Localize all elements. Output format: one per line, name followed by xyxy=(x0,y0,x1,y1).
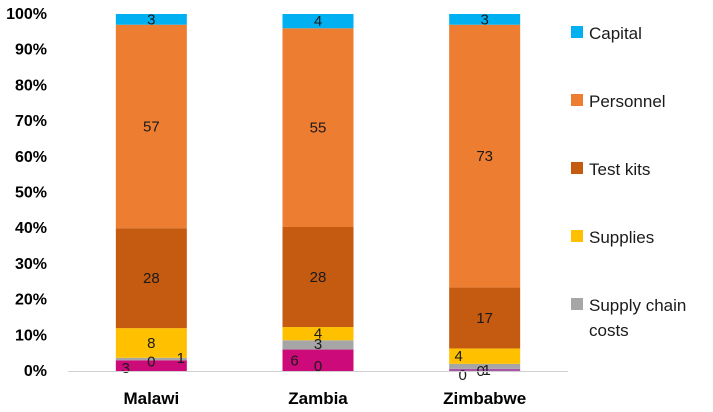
y-tick-label: 60% xyxy=(15,149,47,166)
bar-segment xyxy=(282,226,354,328)
data-label: 4 xyxy=(314,13,322,30)
data-label: 1 xyxy=(177,350,185,367)
bar-segment xyxy=(282,327,354,341)
x-category-label: Zambia xyxy=(288,389,348,408)
legend-swatch xyxy=(571,94,583,106)
data-label: 3 xyxy=(147,11,155,28)
bar-segment xyxy=(115,14,187,25)
y-tick-label: 0% xyxy=(24,363,47,380)
data-label: 4 xyxy=(454,348,462,365)
data-label: 73 xyxy=(476,148,493,165)
bar-segment xyxy=(115,328,187,358)
bar-segment xyxy=(449,348,521,364)
y-axis: 0% 10% 20% 30% 40% 50% 60% 70% 80% 90% 100% xyxy=(6,6,47,380)
bar-segment xyxy=(282,340,354,350)
bar-segment xyxy=(449,24,521,288)
x-axis: Malawi Zambia Zimbabwe xyxy=(68,371,568,408)
legend-swatch xyxy=(571,298,583,310)
bar-segment xyxy=(449,14,521,25)
data-label: 55 xyxy=(310,120,327,137)
data-label: 3 xyxy=(314,336,322,353)
bar-segment xyxy=(282,28,354,227)
y-tick-label: 40% xyxy=(15,220,47,237)
legend-label: Test kits xyxy=(589,160,650,179)
data-label: 3 xyxy=(122,360,130,377)
legend-label: costs xyxy=(589,321,629,340)
data-label: 0 xyxy=(147,353,155,370)
x-category-label: Malawi xyxy=(123,389,179,408)
bar-segment xyxy=(449,368,521,371)
bar-segment xyxy=(115,360,187,371)
data-label: 6 xyxy=(290,352,298,369)
y-tick-label: 90% xyxy=(15,42,47,59)
legend-label: Capital xyxy=(589,24,642,43)
y-tick-label: 50% xyxy=(15,185,47,202)
x-category-label: Zimbabwe xyxy=(443,389,526,408)
y-tick-label: 80% xyxy=(15,77,47,94)
legend: Capital Personnel Test kits Supplies Supply … xyxy=(571,24,686,340)
legend-swatch xyxy=(571,162,583,174)
legend-label: Supply chain xyxy=(589,296,686,315)
legend-label: Personnel xyxy=(589,92,666,111)
data-label: 8 xyxy=(147,335,155,352)
bar-segment xyxy=(115,228,187,329)
bar-segment xyxy=(115,357,187,361)
bar-segment xyxy=(449,287,521,349)
bar-segment xyxy=(282,349,354,371)
data-label: 0 xyxy=(458,367,466,384)
bar-segment xyxy=(282,14,354,29)
data-label: 1 xyxy=(482,362,490,379)
y-tick-label: 100% xyxy=(6,6,47,23)
data-label: 28 xyxy=(143,270,160,287)
legend-swatch xyxy=(571,26,583,38)
y-tick-label: 70% xyxy=(15,113,47,130)
data-label: 17 xyxy=(476,310,493,327)
data-label: 0 xyxy=(314,358,322,375)
data-label: 28 xyxy=(310,269,327,286)
data-label: 3 xyxy=(480,11,488,28)
y-tick-label: 10% xyxy=(15,327,47,344)
bar-segment xyxy=(115,24,187,229)
data-label: 4 xyxy=(314,326,322,343)
data-label: 57 xyxy=(143,118,160,135)
y-tick-label: 30% xyxy=(15,256,47,273)
legend-label: Supplies xyxy=(589,228,654,247)
bar-segment xyxy=(449,363,521,369)
legend-swatch xyxy=(571,230,583,242)
y-tick-label: 20% xyxy=(15,292,47,309)
